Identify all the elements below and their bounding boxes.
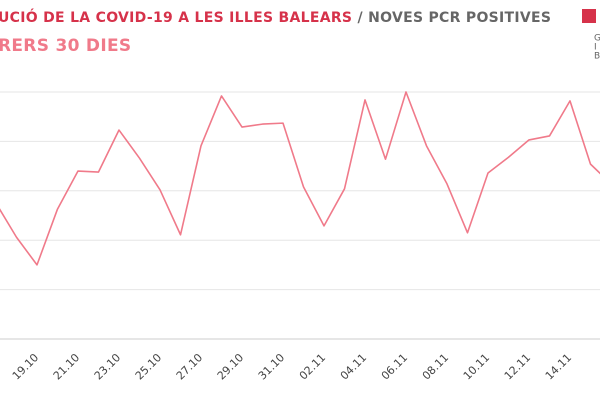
logo-text: G <box>594 34 600 44</box>
logo-icon <box>582 9 596 23</box>
x-tick-label: 06.11 <box>379 351 410 382</box>
chart-subtitle: RERS 30 DIES <box>0 36 131 56</box>
x-tick-label: 25.10 <box>133 351 164 382</box>
x-tick-label: 14.11 <box>543 351 574 382</box>
x-tick-label: 12.11 <box>502 351 533 382</box>
x-tick-label: 04.11 <box>338 351 369 382</box>
logo: GIB <box>594 34 600 62</box>
x-tick-label: 08.11 <box>420 351 451 382</box>
logo-text: B <box>594 52 600 62</box>
x-tick-label: 10.11 <box>461 351 492 382</box>
x-tick-label: 31.10 <box>256 351 287 382</box>
chart-title: UCIÓ DE LA COVID-19 A LES ILLES BALEARS … <box>0 8 551 26</box>
x-tick-label: 21.10 <box>51 351 82 382</box>
x-tick-label: 23.10 <box>92 351 123 382</box>
line <box>0 91 600 266</box>
x-tick-label: 02.11 <box>297 351 328 382</box>
title-main: UCIÓ DE LA COVID-19 A LES ILLES BALEARS <box>0 8 352 26</box>
x-tick-label: 27.10 <box>174 351 205 382</box>
logo-text: I <box>594 43 597 53</box>
x-tick-label: 19.10 <box>10 351 41 382</box>
title-suffix: / NOVES PCR POSITIVES <box>358 10 552 26</box>
x-tick-label: 29.10 <box>215 351 246 382</box>
